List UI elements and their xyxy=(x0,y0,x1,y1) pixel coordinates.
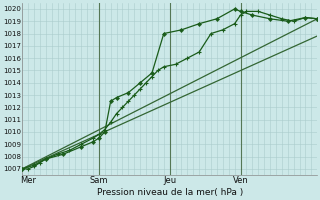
X-axis label: Pression niveau de la mer( hPa ): Pression niveau de la mer( hPa ) xyxy=(97,188,243,197)
